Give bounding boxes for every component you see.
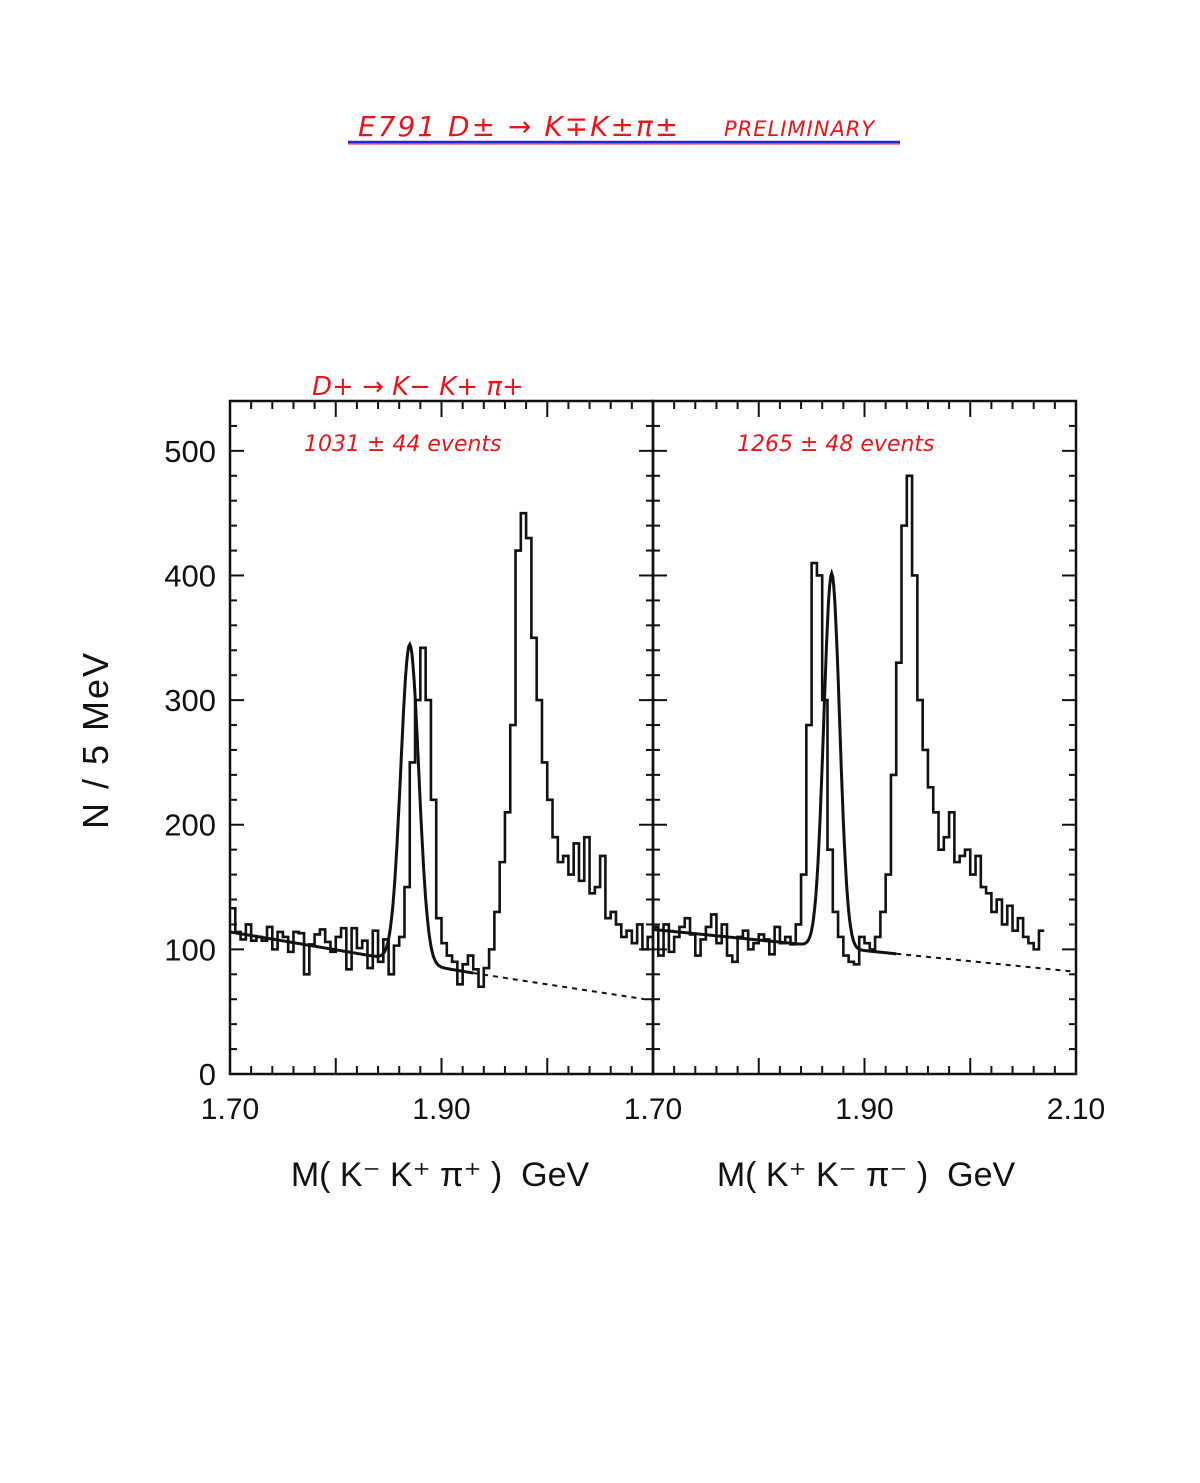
plot-frames: [228, 399, 1078, 1076]
x-tick-label: 1.90: [835, 1093, 893, 1126]
preliminary-label: PRELIMINARY: [724, 117, 876, 141]
y-tick-label: 200: [164, 808, 216, 843]
x-tick-label: 1.90: [412, 1093, 470, 1126]
right-panel-frame: [651, 399, 1078, 1076]
left-panel-frame: [228, 399, 655, 1076]
y-tick-label: 500: [164, 434, 216, 469]
right-fit-curve: [652, 568, 897, 956]
x-tick-label: 1.70: [201, 1093, 259, 1126]
x-tick-label: 1.70: [624, 1093, 682, 1126]
left-x-axis-label: M( K⁻ K⁺ π⁺ ) GeV: [291, 1156, 590, 1194]
left-events-annotation: 1031 ± 44 events: [304, 432, 502, 457]
signal-fits: [229, 568, 897, 975]
y-axis-label: N / 5 MeV: [75, 651, 116, 829]
left-histogram: [230, 511, 653, 989]
left-background-dashed: [473, 972, 654, 1002]
left-decay-annotation: D+ → K− K+ π+: [312, 372, 524, 402]
right-x-axis-label: M( K⁺ K⁻ π⁻ ) GeV: [717, 1156, 1016, 1194]
right-events-annotation: 1265 ± 48 events: [737, 432, 935, 457]
histograms: [230, 474, 1045, 989]
x-tick-label: 2.10: [1047, 1093, 1105, 1126]
y-tick-label: 100: [164, 932, 216, 967]
right-background-dashed: [896, 952, 1077, 973]
right-histogram: [653, 474, 1045, 966]
background-fits: [473, 952, 1077, 1002]
y-tick-label: 0: [199, 1057, 216, 1092]
header: E791 D± → K∓K±π± PRELIMINARY: [348, 110, 900, 145]
tick-marks: [229, 401, 1077, 1075]
figure-title: E791 D± → K∓K±π±: [358, 110, 680, 143]
y-tick-label: 300: [164, 683, 216, 718]
y-tick-label: 400: [164, 558, 216, 593]
tick-labels: 0 100 200 300 400 500 1.70 1.90 1.70 1.90 2.10: [164, 434, 1105, 1126]
